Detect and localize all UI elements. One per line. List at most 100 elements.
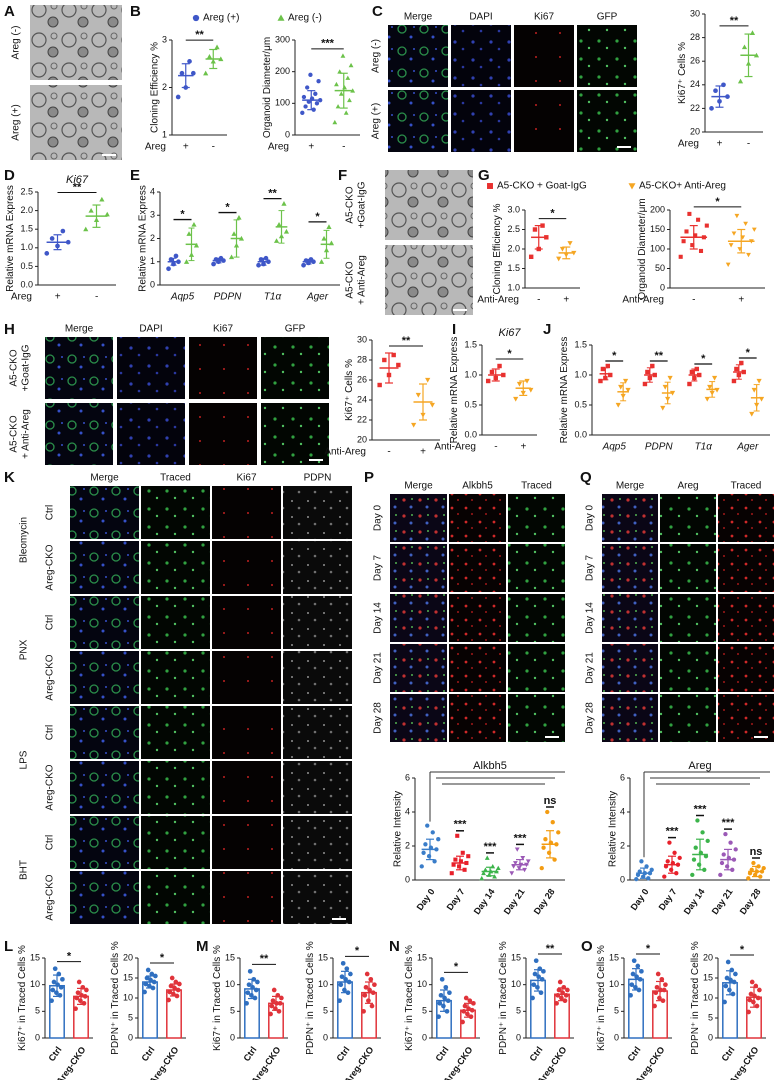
row-label: Day 7 (373, 555, 384, 582)
y-tick-label: 3 (162, 34, 167, 44)
x-row-label: Areg (145, 142, 166, 153)
data-point (741, 44, 748, 50)
x-tick-label: - (747, 139, 750, 150)
column-header: Traced (521, 481, 552, 492)
data-point (437, 1000, 443, 1006)
data-point (541, 968, 546, 974)
data-point (99, 196, 105, 202)
y-tick-label: 5 (128, 1012, 133, 1022)
data-point (377, 382, 382, 388)
data-point (687, 211, 692, 216)
y-axis-label: Cloning Efficiency % (492, 203, 503, 294)
panel-label: O (581, 938, 593, 955)
data-point (58, 984, 64, 990)
data-point (247, 968, 253, 974)
data-point (652, 1003, 657, 1009)
x-tick-label: + (183, 142, 189, 153)
data-point (667, 840, 672, 845)
micrograph (283, 816, 352, 869)
data-point (698, 248, 704, 253)
column-header: Areg (677, 481, 698, 492)
y-tick-label: 5 (422, 1006, 427, 1016)
y-tick-label: 0 (285, 129, 290, 139)
significance-label: * (225, 201, 230, 213)
x-tick-label: - (692, 295, 695, 306)
micrograph (283, 651, 352, 704)
y-tick-label: 50 (655, 263, 665, 273)
row-label: + Anti-Areg (21, 409, 32, 459)
column-header: Merge (90, 473, 119, 484)
data-point (173, 253, 179, 259)
data-point (343, 110, 349, 115)
column-header: DAPI (139, 324, 162, 335)
data-point (629, 982, 635, 988)
micrograph (70, 596, 139, 649)
data-point (334, 81, 339, 87)
y-tick-label: 4 (150, 186, 155, 196)
micrograph (718, 644, 774, 692)
y-tick-label: 1 (162, 129, 167, 139)
chart-title: Alkbh5 (473, 760, 507, 772)
micrograph (70, 486, 139, 539)
significance-label: ** (654, 350, 663, 362)
data-point (142, 989, 147, 995)
y-tick-label: 15 (417, 952, 427, 962)
data-point (308, 72, 313, 77)
data-point (191, 221, 197, 227)
significance-label: ns (544, 795, 557, 807)
data-point (144, 975, 150, 981)
micrograph (212, 761, 281, 814)
micrograph (508, 644, 565, 692)
column-header: Traced (160, 473, 191, 484)
column-header: Ki67 (213, 324, 233, 335)
panel-label: F (338, 167, 347, 184)
y-tick-label: 10 (511, 979, 521, 989)
significance-label: * (715, 196, 720, 208)
data-point (668, 867, 674, 872)
y-tick-label: 200 (275, 66, 290, 76)
data-point (460, 850, 465, 855)
micrograph (514, 25, 574, 87)
micrograph (189, 403, 257, 465)
micrograph (660, 494, 716, 542)
data-point (460, 1019, 465, 1025)
data-point (522, 867, 527, 873)
data-point (60, 228, 66, 234)
x-tick-label: + (55, 292, 61, 303)
y-tick-label: 0 (614, 1032, 619, 1042)
data-point (693, 845, 698, 850)
significance-label: * (550, 208, 555, 220)
x-tick-label: - (212, 142, 215, 153)
x-tick-label: Ager (306, 292, 329, 303)
data-point (363, 984, 369, 990)
y-tick-label: 22 (357, 414, 367, 424)
data-point (276, 221, 282, 227)
micrograph (45, 337, 113, 399)
y-tick-label: 15 (225, 952, 235, 962)
y-axis-label: PDPN⁺ in Traced Cells % (498, 941, 509, 1055)
data-point (337, 69, 343, 74)
micrograph (212, 651, 281, 704)
micrograph (390, 644, 447, 692)
data-point (439, 976, 445, 982)
micrograph (212, 486, 281, 539)
data-point (667, 375, 673, 381)
micrograph (449, 644, 506, 692)
row-label: Areg (-) (11, 26, 22, 60)
data-point (696, 862, 702, 867)
y-tick-label: 15 (123, 972, 133, 982)
x-tick-label: Ctrl (434, 1045, 451, 1063)
y-tick-label: 3 (150, 210, 155, 220)
micrograph (261, 337, 329, 399)
data-point (463, 995, 469, 1001)
column-header: Traced (731, 481, 762, 492)
micrograph (283, 596, 352, 649)
y-axis-label: Relative mRNA Express (137, 185, 148, 292)
data-point (203, 70, 209, 76)
y-tick-label: 2 (620, 840, 625, 850)
y-axis-label: Ki67⁺ in Traced Cells % (404, 945, 415, 1051)
data-point (471, 1000, 476, 1006)
x-tick-label: Day 7 (657, 887, 679, 912)
data-point (733, 847, 738, 852)
